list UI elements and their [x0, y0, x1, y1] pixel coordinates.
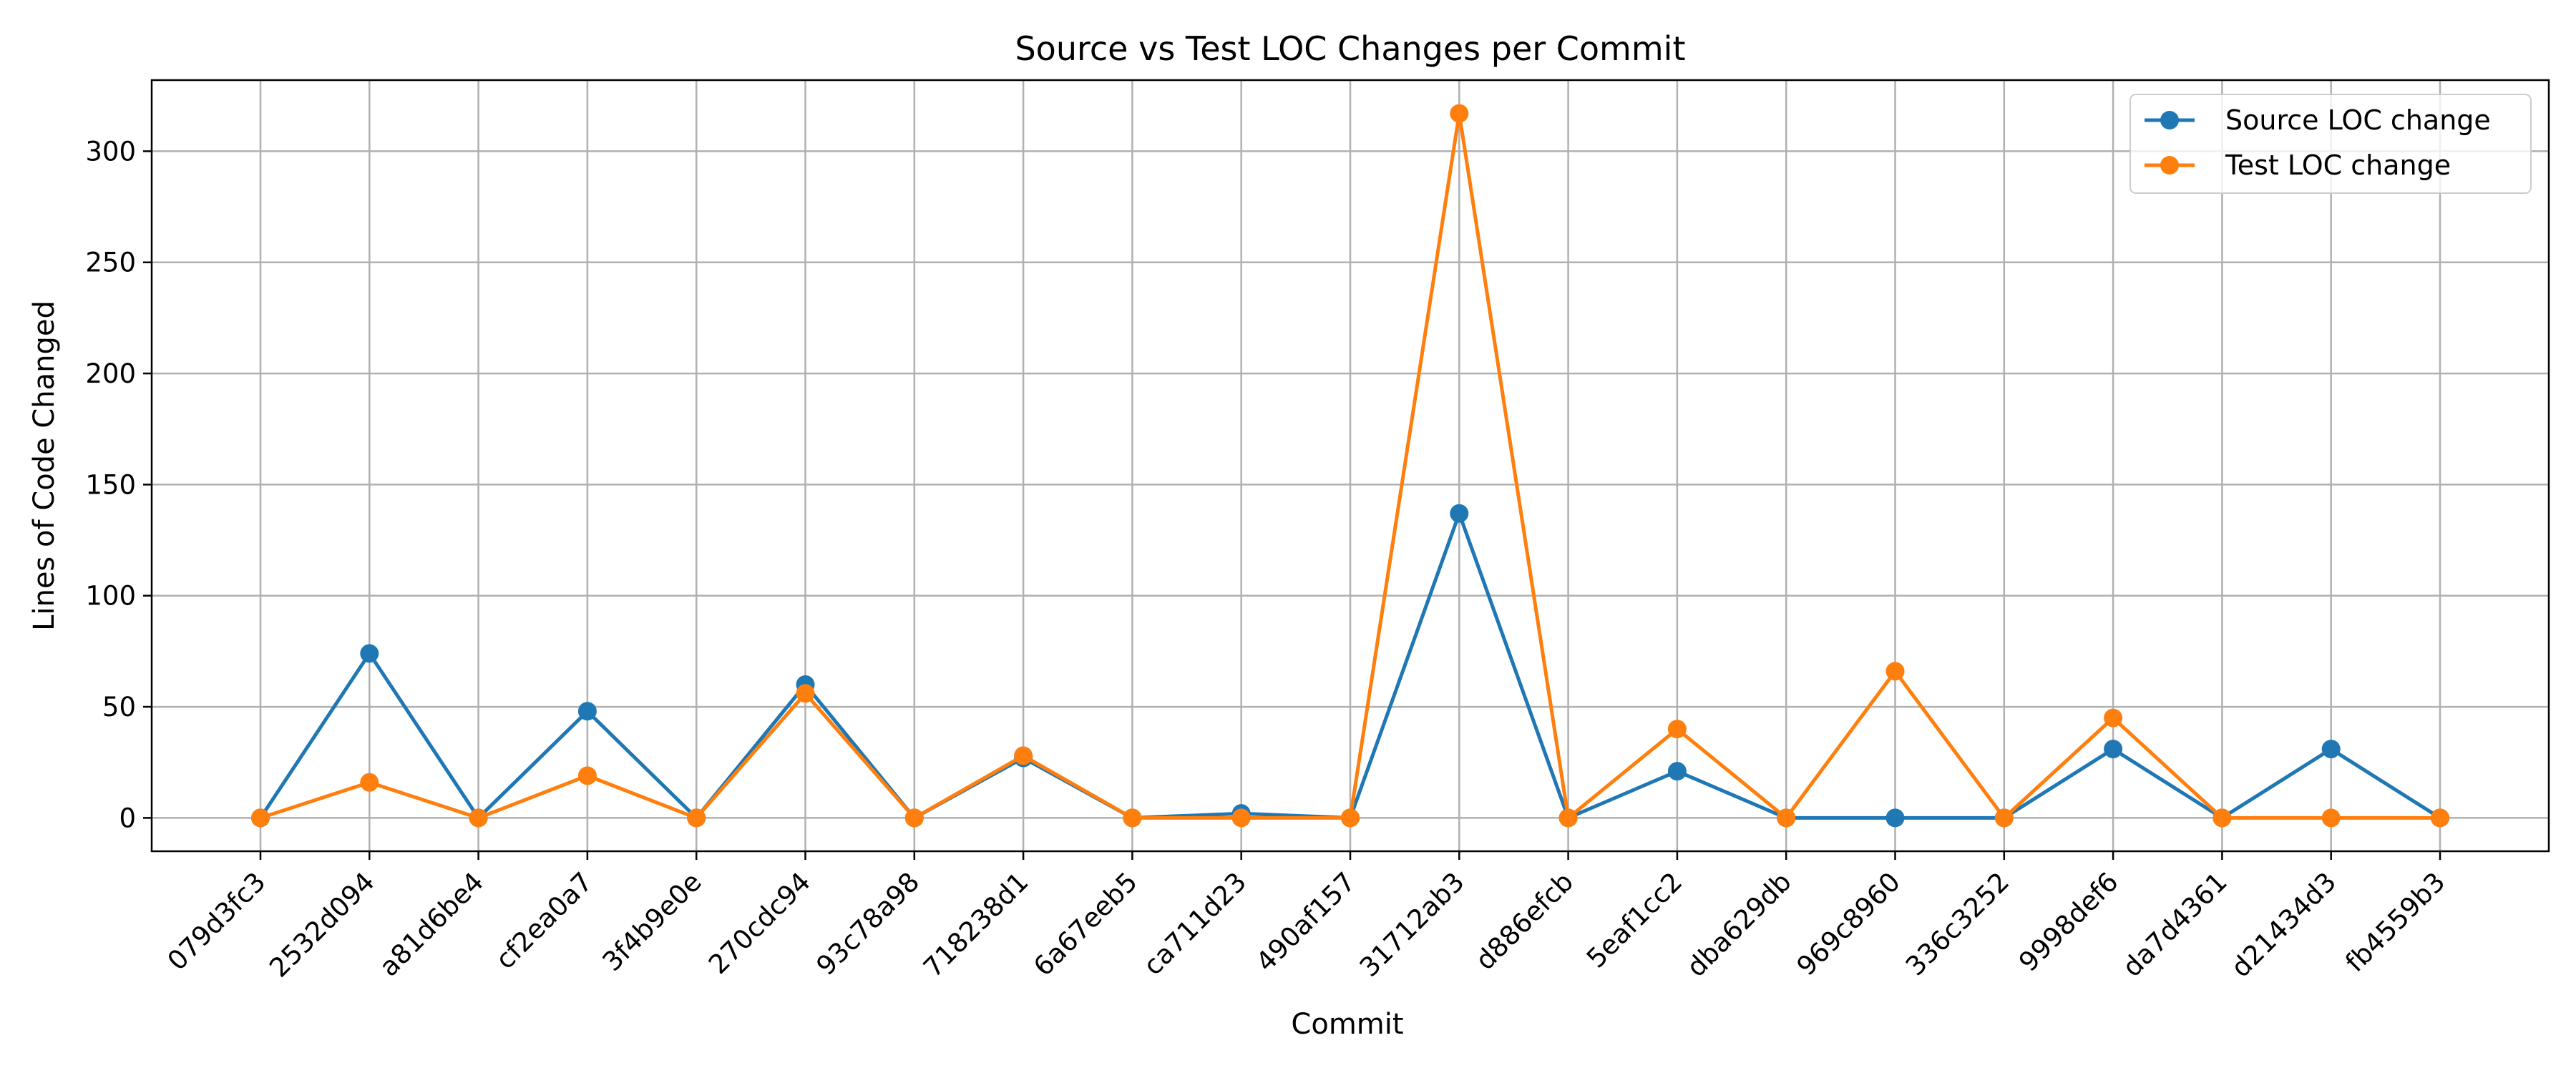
series-layer — [251, 104, 2449, 828]
y-axis-title: Lines of Code Changed — [28, 300, 61, 631]
y-axis: 0 50 100 150 200 250 300 — [85, 136, 152, 833]
y-tick-label: 150 — [85, 469, 136, 500]
legend-label-test: Test LOC change — [2225, 150, 2451, 181]
x-tick-label: da7d4361 — [2117, 866, 2233, 983]
x-tick-label: d886efcb — [1470, 866, 1579, 976]
x-tick-label: dba629db — [1681, 866, 1797, 983]
x-tick-label: cf2ea0a7 — [489, 866, 598, 975]
data-point — [2431, 808, 2449, 828]
data-point — [577, 766, 597, 785]
y-tick-label: 100 — [85, 581, 136, 612]
y-tick-label: 0 — [119, 803, 136, 833]
legend-marker-test — [2160, 156, 2179, 175]
legend: Source LOC change Test LOC change — [2129, 94, 2532, 194]
data-point — [1558, 808, 1578, 828]
data-point — [1667, 720, 1687, 739]
data-point — [251, 808, 270, 828]
data-point — [360, 773, 379, 792]
data-point — [2104, 708, 2123, 727]
data-point — [1123, 808, 1142, 828]
data-point — [1885, 808, 1905, 828]
data-point — [2212, 808, 2232, 828]
y-tick-label: 250 — [85, 248, 136, 278]
data-point — [1014, 746, 1033, 765]
data-point — [577, 702, 597, 721]
x-tick-label: 718238d1 — [917, 866, 1035, 984]
x-tick-label: fb4559b3 — [2339, 866, 2451, 978]
x-tick-label: 079d3fc3 — [162, 866, 272, 976]
data-point — [2321, 740, 2341, 759]
data-point — [1777, 808, 1796, 828]
x-tick-label: 93c78a98 — [811, 866, 926, 981]
data-point — [1450, 504, 1469, 523]
y-tick-label: 200 — [85, 358, 136, 389]
data-point — [469, 808, 488, 828]
x-tick-label: 2532d094 — [263, 866, 381, 984]
data-point — [904, 808, 924, 828]
x-axis-title: Commit — [1291, 1008, 1403, 1041]
data-point — [2104, 740, 2123, 759]
data-point — [796, 684, 815, 703]
data-point — [360, 644, 379, 663]
data-point — [1341, 808, 1360, 828]
data-point — [1231, 808, 1251, 828]
data-point — [1667, 762, 1687, 781]
x-tick-label: 270cdc94 — [703, 866, 816, 980]
data-point — [1994, 808, 2014, 828]
grid — [152, 80, 2549, 851]
legend-marker-source — [2160, 111, 2179, 129]
data-point — [2321, 808, 2341, 828]
x-tick-label: 336c3252 — [1900, 866, 2015, 981]
x-tick-label: 969c8960 — [1791, 866, 1906, 981]
data-point — [1450, 104, 1469, 123]
y-tick-label: 300 — [85, 136, 136, 167]
x-tick-label: 490af157 — [1250, 866, 1362, 978]
x-tick-label: 3f4b9e0e — [597, 866, 708, 977]
x-tick-label: ca711d23 — [1138, 866, 1253, 981]
series-test — [251, 104, 2449, 828]
data-point — [687, 808, 706, 828]
chart-title: Source vs Test LOC Changes per Commit — [1015, 29, 1685, 68]
x-tick-label: 6a67eeb5 — [1028, 866, 1143, 982]
data-point — [1885, 662, 1905, 681]
x-tick-label: 5eaf1cc2 — [1581, 866, 1688, 974]
legend-label-source: Source LOC change — [2225, 104, 2491, 136]
x-tick-label: 31712ab3 — [1354, 866, 1470, 983]
y-tick-label: 50 — [102, 692, 136, 722]
x-tick-label: d21434d3 — [2225, 866, 2342, 983]
legend-box — [2129, 94, 2532, 194]
x-tick-label: a81d6be4 — [374, 866, 489, 982]
x-tick-label: 9998def6 — [2013, 866, 2124, 978]
